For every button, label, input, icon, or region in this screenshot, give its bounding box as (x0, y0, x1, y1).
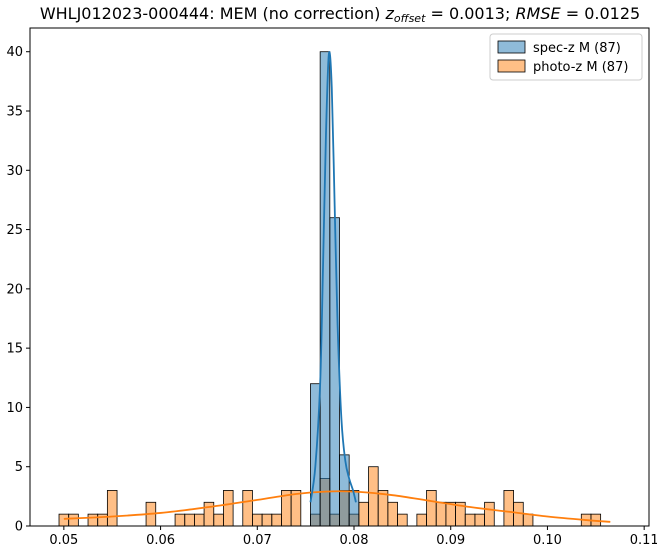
histogram-bar (213, 513, 224, 527)
histogram-bar (68, 513, 79, 527)
y-tick-label: 15 (6, 342, 23, 357)
histogram-bar (368, 466, 379, 527)
legend-label-photo: photo-z M (87) (533, 60, 628, 75)
kde-curves (63, 51, 611, 523)
legend: spec-z M (87) photo-z M (87) (489, 33, 643, 81)
histogram-bar (358, 501, 369, 527)
x-tick-label: 0.05 (49, 533, 78, 548)
histogram-bar (223, 490, 234, 527)
histogram-bar (184, 513, 195, 527)
histogram-bar (252, 513, 263, 527)
histogram-bar (435, 501, 447, 527)
chart-title-part: z (385, 4, 395, 23)
y-tick-label: 20 (6, 282, 23, 297)
legend-box (489, 33, 643, 81)
x-tick-label: 0.08 (340, 533, 369, 548)
y-tick-label: 35 (6, 105, 23, 120)
histogram-bar (329, 217, 340, 527)
chart-title-part: = 0.0013; (425, 4, 515, 23)
histogram-bar (261, 513, 273, 527)
y-axis: 0 5 10 15 20 25 30 35 40 (6, 45, 30, 535)
histogram-bar (97, 513, 108, 527)
y-tick-label: 0 (15, 520, 23, 535)
histogram-bar (242, 490, 253, 527)
x-tick-label: 0.09 (436, 533, 465, 548)
y-tick-label: 25 (6, 223, 23, 238)
legend-label-spec: spec-z M (87) (533, 41, 621, 56)
histogram-bar (522, 513, 534, 527)
y-tick-label: 5 (15, 460, 23, 475)
histogram-bar (106, 490, 118, 527)
histogram-bar (426, 490, 437, 527)
chart-title: WHLJ012023-000444: MEM (no correction) z… (40, 4, 640, 25)
histogram-bar (387, 501, 398, 527)
y-tick-label: 10 (6, 401, 23, 416)
histogram-bar (174, 513, 186, 527)
histogram-bar (319, 51, 331, 527)
x-tick-label: 0.11 (630, 533, 657, 548)
chart-title-part: = 0.0125 (561, 4, 641, 23)
y-tick-label: 40 (6, 45, 23, 60)
chart-title-plain: WHLJ012023-000444: MEM (no correction) (40, 4, 386, 23)
histogram-bar (484, 501, 495, 527)
chart-title-part: offset (394, 12, 426, 25)
histogram-bar (416, 513, 427, 527)
axes-frame (29, 27, 650, 527)
histogram-bar (194, 513, 205, 527)
histogram-bar (377, 490, 389, 527)
x-axis: 0.05 0.06 0.07 0.08 0.09 0.10 0.11 (49, 526, 657, 548)
legend-swatch-photo (497, 59, 526, 73)
legend-swatch-spec (497, 40, 526, 54)
x-tick-label: 0.07 (243, 533, 272, 548)
histogram-bar (474, 513, 485, 527)
histogram-bar (271, 513, 282, 527)
histogram-bar (58, 513, 70, 527)
chart-title-part: RMSE (515, 4, 561, 23)
histogram-bar (503, 490, 514, 527)
y-tick-label: 30 (6, 164, 23, 179)
histogram-bar (290, 490, 302, 527)
histogram-bar (464, 513, 476, 527)
x-tick-label: 0.10 (533, 533, 562, 548)
histogram-bar (397, 513, 408, 527)
spec-z-bars (310, 51, 360, 527)
x-tick-label: 0.06 (146, 533, 175, 548)
histogram-bar (87, 513, 99, 527)
histogram-bar (445, 501, 456, 527)
spec-z-kde-line (309, 51, 357, 503)
